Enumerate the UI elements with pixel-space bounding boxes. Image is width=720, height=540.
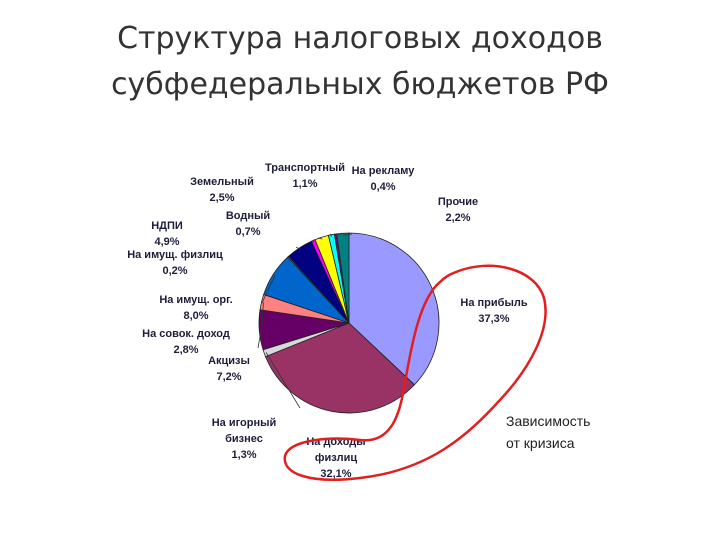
slice-label-value: 1,3% xyxy=(231,449,256,461)
crisis-highlight-loop xyxy=(283,264,547,481)
slice-label-value: 4,9% xyxy=(154,236,179,248)
slice-label: Земельный 2,5% xyxy=(190,176,254,204)
slice-label-name: НДПИ xyxy=(151,220,183,232)
pie-slice xyxy=(336,232,350,324)
slice-label-value: 1,1% xyxy=(292,178,317,190)
slice-label: Транспортный 1,1% xyxy=(265,162,345,190)
slice-label-value: 7,2% xyxy=(216,371,241,383)
slide-title-line-1: Структура налоговых доходов xyxy=(117,21,603,56)
leader-line xyxy=(342,233,353,236)
slice-label: На игорный бизнес 1,3% xyxy=(212,417,277,461)
slice-label: Прочие 2,2% xyxy=(438,196,478,224)
slice-label: На имущ. орг. 8,0% xyxy=(159,294,232,322)
slice-label-name: Земельный xyxy=(190,176,254,188)
slice-label-value: 32,1% xyxy=(320,468,351,480)
pie-slice xyxy=(348,232,440,386)
slice-label-name: бизнес xyxy=(225,433,263,445)
slice-label-value: 2,2% xyxy=(445,212,470,224)
slice-label-name: На игорный xyxy=(212,417,277,429)
slice-label-value: 37,3% xyxy=(478,313,509,325)
leader-line xyxy=(289,258,291,262)
slice-label-value: 0,2% xyxy=(162,265,187,277)
leader-lines xyxy=(257,232,353,409)
slice-label-name: На имущ. физлиц xyxy=(127,249,223,261)
slice-labels: На прибыль 37,3%На доходы физлиц 32,1%На иг… xyxy=(127,162,528,480)
slide-title-line-2: субфедеральных бюджетов РФ xyxy=(111,67,609,102)
leader-line xyxy=(311,240,315,243)
leader-line xyxy=(329,233,333,237)
slice-label-value: 0,4% xyxy=(370,181,395,193)
slice-label: На рекламу 0,4% xyxy=(352,165,416,193)
pie-slices xyxy=(258,232,440,414)
slice-label-name: Водный xyxy=(226,210,270,222)
crisis-annotation: Зависимость от кризиса xyxy=(506,413,594,451)
pie-slice xyxy=(264,322,416,414)
slide-title: Структура налоговых доходов субфедеральн… xyxy=(0,16,720,108)
slice-label-value: 8,0% xyxy=(183,310,208,322)
slice-label: На совок. доход 2,8% xyxy=(142,328,230,356)
slice-label-value: 0,7% xyxy=(235,226,260,238)
slice-label: На имущ. физлиц 0,2% xyxy=(127,249,223,277)
slice-label-value: 2,8% xyxy=(173,344,198,356)
leader-line xyxy=(295,246,301,250)
slice-label: На доходы физлиц 32,1% xyxy=(306,436,365,480)
slice-label: НДПИ 4,9% xyxy=(151,220,183,248)
slice-label-name: физлиц xyxy=(315,452,357,464)
slice-label: Акцизы 7,2% xyxy=(208,355,250,383)
leader-line xyxy=(317,237,323,240)
slice-label-name: Транспортный xyxy=(265,162,345,174)
slice-label-name: Акцизы xyxy=(208,355,250,367)
slice-label-name: На прибыль xyxy=(460,297,527,309)
slice-label: Водный 0,7% xyxy=(226,210,270,238)
slice-label: На прибыль 37,3% xyxy=(460,297,527,325)
slice-label-name: Прочие xyxy=(438,196,478,208)
leader-line xyxy=(257,329,262,349)
leader-line xyxy=(261,275,276,304)
slice-label-value: 2,5% xyxy=(209,192,234,204)
slice-label-name: На имущ. орг. xyxy=(159,294,232,306)
slice-label-name: На рекламу xyxy=(352,165,416,177)
leader-line xyxy=(261,302,264,327)
leader-line xyxy=(335,232,343,237)
slice-label-name: На совок. доход xyxy=(142,328,230,340)
leader-line xyxy=(265,352,301,409)
